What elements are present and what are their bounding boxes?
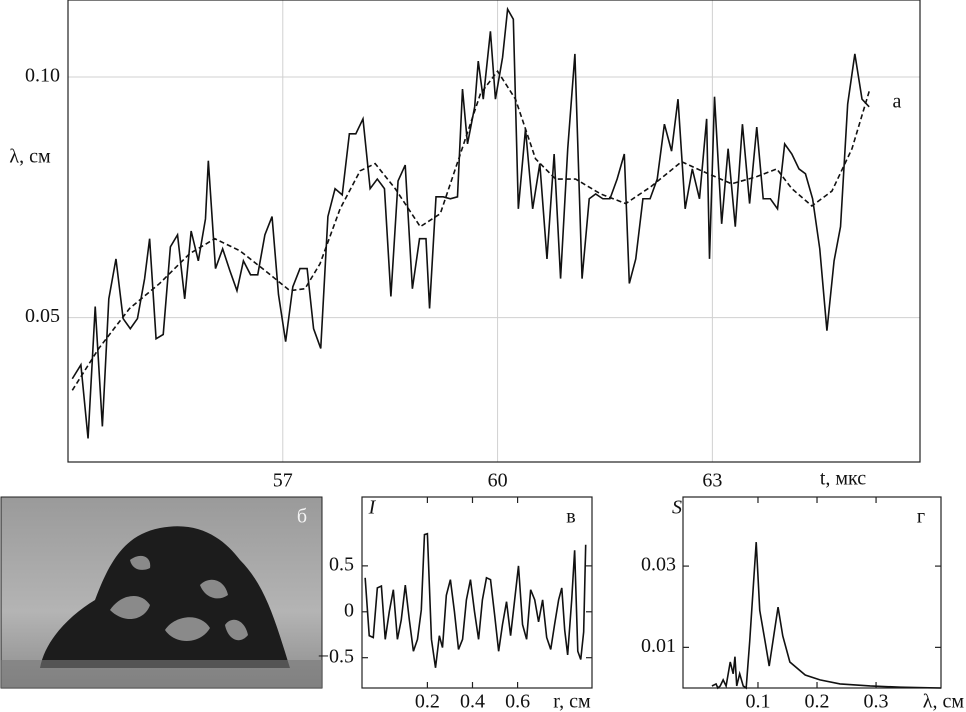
panel-label: в (566, 506, 575, 528)
panel-label: г (917, 506, 925, 528)
data-line (71, 6, 870, 439)
y-tick-label: 0 (344, 599, 354, 621)
x-tick-label: 63 (702, 470, 722, 492)
panel-label: б (297, 506, 307, 528)
x-axis-label: λ, см (923, 691, 965, 712)
data-line (71, 69, 871, 391)
x-axis-label: r, см (553, 691, 591, 712)
data-line (364, 532, 587, 668)
x-tick-label: 0.2 (415, 691, 440, 712)
y-axis-label: λ, см (9, 146, 51, 168)
y-tick-label: 0.5 (329, 553, 354, 575)
chart-panel: 0.2 0.4 0.6 −0.5 0 0.5 r, см I в (318, 496, 593, 712)
y-tick-label: 0.10 (25, 65, 60, 87)
x-tick-label: 57 (273, 470, 293, 492)
x-axis-label: t, мкс (820, 468, 866, 490)
x-tick-label: 60 (488, 470, 508, 492)
y-axis-label: S (672, 497, 682, 519)
y-tick-label: −0.5 (318, 645, 354, 667)
x-tick-label: 0.4 (460, 691, 485, 712)
chart-panel: 0.1 0.2 0.3 0.01 0.03 λ, см S г (641, 496, 965, 712)
y-axis-label: I (368, 497, 377, 519)
photo-base (1, 660, 322, 688)
data-line (711, 542, 942, 690)
y-tick-label: 0.03 (641, 554, 676, 576)
y-tick-label: 0.01 (641, 635, 676, 657)
panel-label: а (893, 91, 902, 113)
x-tick-label: 0.2 (805, 691, 830, 712)
plasma-blob (40, 526, 290, 668)
photo-panel: б (0, 496, 323, 689)
x-tick-label: 0.1 (745, 691, 770, 712)
plot-frame (361, 496, 593, 689)
blob-highlights (110, 555, 248, 642)
x-tick-label: 0.6 (505, 691, 530, 712)
x-tick-label: 0.3 (864, 691, 889, 712)
plot-frame (67, 0, 921, 463)
plot-frame (682, 496, 942, 689)
y-tick-label: 0.05 (25, 305, 60, 327)
chart-panel: 57 60 63 0.05 0.10 t, мкс λ, см а (9, 0, 921, 492)
